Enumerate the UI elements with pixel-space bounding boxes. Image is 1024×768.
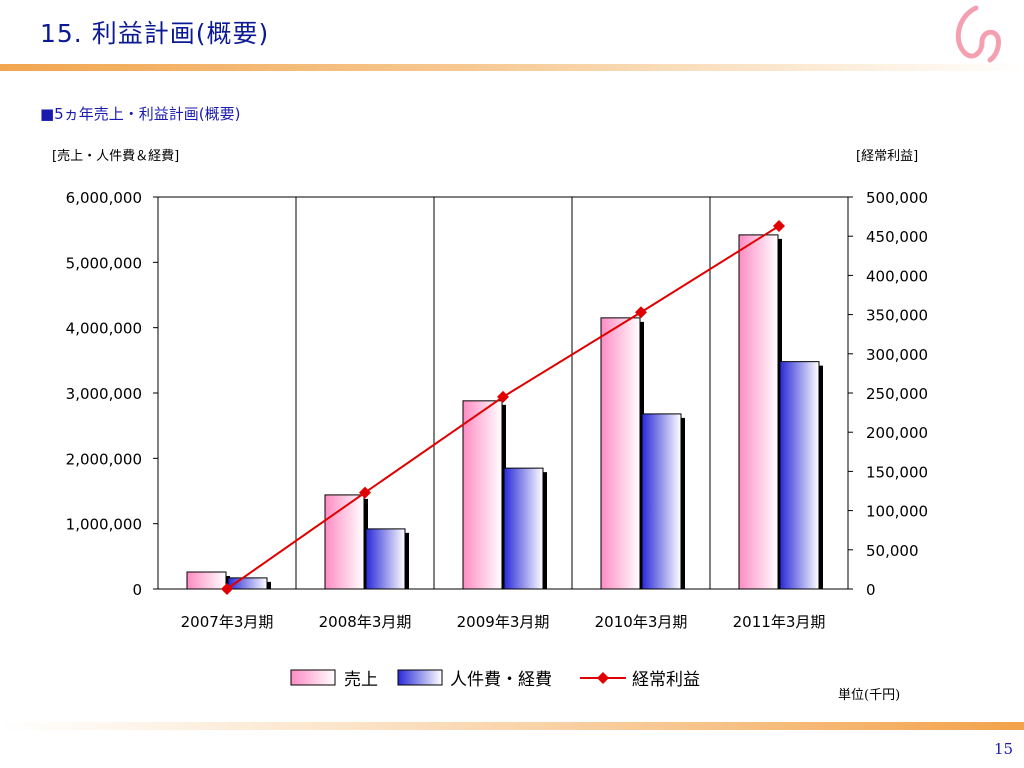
left-axis-tick-label: 0 <box>132 581 142 599</box>
left-axis-tick-label: 1,000,000 <box>66 516 142 534</box>
category-label: 2009年3月期 <box>457 613 550 631</box>
right-axis-tick-label: 250,000 <box>866 385 928 403</box>
right-axis-tick-label: 500,000 <box>866 189 928 207</box>
profit-point <box>221 583 233 595</box>
right-axis-tick-label: 0 <box>866 581 876 599</box>
cost-bar <box>365 528 406 590</box>
sales-bar <box>600 317 641 590</box>
cost-bar <box>227 577 268 590</box>
slide-title: 15. 利益計画(概要) <box>40 19 270 48</box>
left-axis-tick-label: 5,000,000 <box>66 254 142 272</box>
legend-marker-profit <box>597 672 609 684</box>
right-axis-tick-label: 100,000 <box>866 503 928 521</box>
legend-label-profit: 経常利益 <box>632 670 700 690</box>
right-axis-tick-label: 300,000 <box>866 346 928 364</box>
profit-point <box>497 390 509 403</box>
sales-bar <box>738 234 779 590</box>
legend-swatch-cost <box>397 669 443 686</box>
sales-bar <box>462 400 503 590</box>
category-label: 2007年3月期 <box>181 613 274 631</box>
cost-bar <box>779 361 820 590</box>
right-axis-tick-label: 350,000 <box>866 307 928 325</box>
right-axis-caption: [経常利益] <box>856 149 919 164</box>
category-label: 2008年3月期 <box>319 613 412 631</box>
right-axis-tick-label: 200,000 <box>866 424 928 442</box>
cost-bar <box>641 413 682 590</box>
legend-swatch-sales <box>290 669 336 686</box>
category-label: 2010年3月期 <box>595 613 688 631</box>
unit-note: 単位(千円) <box>838 688 901 703</box>
section-heading: ■5ヵ年売上・利益計画(概要) <box>40 105 241 123</box>
page-number: 15 <box>994 740 1014 758</box>
footer-divider <box>0 722 1024 730</box>
left-axis-tick-label: 2,000,000 <box>66 450 142 468</box>
right-axis-tick-label: 400,000 <box>866 267 928 285</box>
logo-icon <box>955 5 1001 63</box>
left-axis-tick-label: 3,000,000 <box>66 385 142 403</box>
category-label: 2011年3月期 <box>733 613 826 631</box>
cost-bar <box>503 467 544 590</box>
right-axis-tick-label: 150,000 <box>866 463 928 481</box>
profit-point <box>773 220 785 233</box>
legend-label-cost: 人件費・経費 <box>450 670 552 690</box>
left-axis-tick-label: 6,000,000 <box>66 189 142 207</box>
legend-label-sales: 売上 <box>344 670 378 690</box>
profit-point <box>635 306 647 319</box>
sales-bar <box>186 571 227 590</box>
title-divider <box>0 64 1024 71</box>
profit-point <box>359 486 371 499</box>
left-axis-caption: [売上・人件費＆経費] <box>52 149 180 164</box>
left-axis-tick-label: 4,000,000 <box>66 320 142 338</box>
right-axis-tick-label: 450,000 <box>866 228 928 246</box>
sales-bar <box>324 494 365 590</box>
right-axis-tick-label: 50,000 <box>866 542 919 560</box>
